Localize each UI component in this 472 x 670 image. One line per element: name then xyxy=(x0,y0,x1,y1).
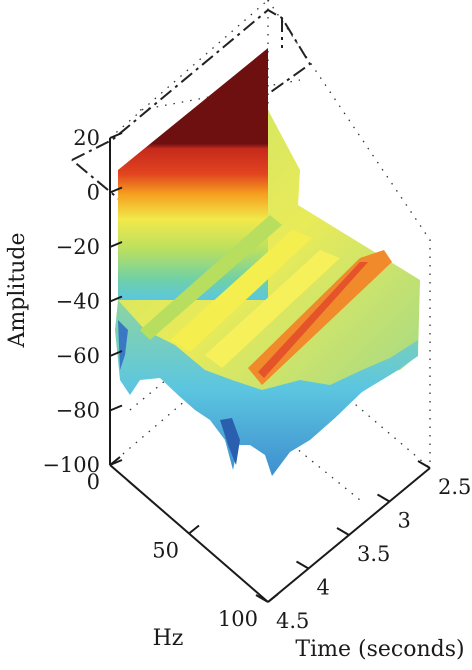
z-tick-label: −40 xyxy=(56,290,100,314)
time-tick-label: 4.5 xyxy=(276,609,309,633)
hz-tick-label: 0 xyxy=(87,470,100,494)
hz-tick-label: 50 xyxy=(152,539,179,563)
time-tick-label: 3.5 xyxy=(357,542,390,566)
time-tick-mark xyxy=(295,560,310,570)
hz-axis-title: Hz xyxy=(153,626,184,651)
z-axis-title: Amplitude xyxy=(5,232,30,348)
z-tick-mark xyxy=(109,350,123,357)
time-tick-mark xyxy=(376,493,391,503)
z-tick-label: −80 xyxy=(56,399,100,423)
z-tick-label: −100 xyxy=(42,453,100,477)
surface-green-stripe xyxy=(140,215,282,340)
hz-tick-label: 100 xyxy=(218,607,258,631)
z-tick-mark xyxy=(109,404,123,412)
surface-deep-low xyxy=(220,418,240,465)
z-tick-mark xyxy=(109,295,123,303)
surface-deep-low-2 xyxy=(118,320,128,370)
surface-front-drop xyxy=(115,300,418,476)
surface-red-ridge xyxy=(258,262,368,378)
z-tick-mark xyxy=(109,132,123,139)
time-tick-mark xyxy=(336,527,350,536)
z-ticks: 20 0 −20 −40 −60 −80 −100 xyxy=(42,126,123,477)
hz-tick-mark xyxy=(109,456,121,466)
time-tick-label: 2.5 xyxy=(438,475,471,499)
time-tick-label: 3 xyxy=(398,509,411,533)
z-tick-label: 0 xyxy=(87,181,100,205)
surface-yellow-stripe-2 xyxy=(205,250,340,368)
z-tick-label: −60 xyxy=(56,344,100,368)
surface xyxy=(115,48,420,476)
time-tick-label: 4 xyxy=(317,576,330,600)
time-axis-title: Time (seconds) xyxy=(295,637,464,662)
hz-tick-mark xyxy=(188,524,200,535)
time-tick-mark xyxy=(417,460,431,469)
z-tick-mark xyxy=(109,186,123,194)
hz-ticks: 0 50 100 xyxy=(87,456,279,631)
hz-tick-mark xyxy=(267,593,279,603)
surface-peak-wall xyxy=(118,48,268,300)
time-ticks: 2.5 3 3.5 4 4.5 xyxy=(255,460,471,633)
z-tick-mark xyxy=(109,241,123,248)
z-tick-label: −20 xyxy=(56,235,100,259)
surface-yellow-stripe-1 xyxy=(170,230,312,352)
time-tick-mark xyxy=(255,594,269,603)
z-tick-label: 20 xyxy=(73,126,100,150)
